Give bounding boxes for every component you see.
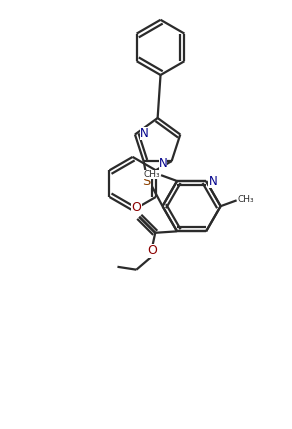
Text: S: S — [142, 175, 151, 188]
Text: N: N — [159, 157, 167, 170]
Text: N: N — [208, 175, 217, 187]
Text: CH₃: CH₃ — [238, 195, 254, 204]
Text: O: O — [131, 201, 141, 214]
Text: N: N — [140, 127, 149, 139]
Text: CH₃: CH₃ — [143, 170, 160, 179]
Text: O: O — [147, 244, 157, 257]
